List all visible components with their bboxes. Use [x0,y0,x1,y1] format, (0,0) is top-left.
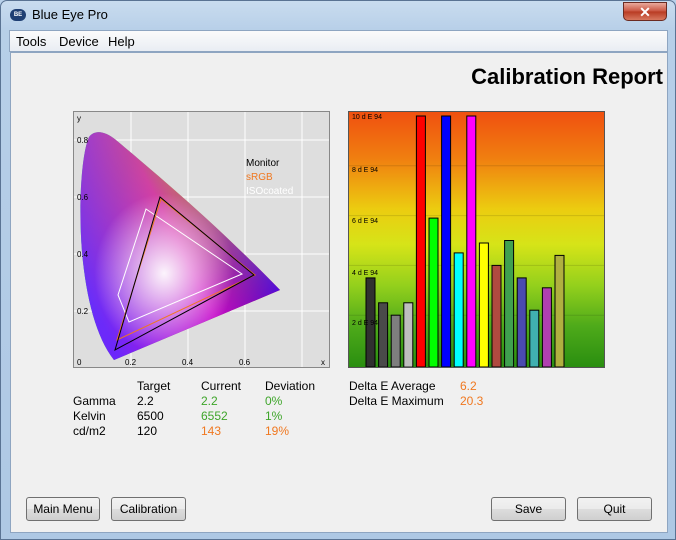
y-tick: 0.4 [77,250,89,259]
spectral-locus [80,132,280,360]
close-button[interactable]: ✕ [623,2,667,21]
delta-e-maximum-value: 20.3 [460,394,484,408]
app-logo-icon: BE [10,9,26,21]
row-kelvin-target: 6500 [137,409,164,423]
delta-e-bar [541,287,552,367]
delta-e-bar [516,277,527,367]
delta-e-bar [491,264,502,367]
y-tick: 0.2 [77,307,89,316]
menu-device[interactable]: Device [59,34,99,49]
row-gamma-target: 2.2 [137,394,154,408]
legend-monitor: Monitor [246,158,280,169]
save-button[interactable]: Save [491,497,566,521]
delta-e-chart: 10 d E 94 8 d E 94 6 d E 94 4 d E 94 2 d… [348,111,605,368]
delta-e-bar [378,302,389,367]
delta-e-bar [529,309,540,367]
delta-e-bar [453,252,464,367]
row-gamma-current: 2.2 [201,394,218,408]
legend-srgb: sRGB [246,172,273,183]
y-axis-label: y [77,114,81,123]
row-gamma-label: Gamma [73,394,116,408]
legend-isocoated: ISOcoated [246,186,294,197]
bar-y-tick: 6 d E 94 [352,218,379,225]
title-bar[interactable]: BE Blue Eye Pro ✕ [1,1,675,29]
row-gamma-deviation: 0% [265,394,283,408]
gamut-isocoated [117,208,244,323]
y-tick: 0.8 [77,136,89,145]
gamut-monitor [114,196,255,352]
delta-e-bar [466,115,477,367]
delta-e-average-label: Delta E Average [349,379,436,393]
row-luminance-deviation: 19% [265,424,290,438]
delta-e-bars [349,115,604,367]
main-menu-button[interactable]: Main Menu [26,497,100,521]
page-title: Calibration Report [471,64,663,89]
row-kelvin-deviation: 1% [265,409,283,423]
delta-e-average-value: 6.2 [460,379,477,393]
menu-tools[interactable]: Tools [16,34,47,49]
window-title: Blue Eye Pro [32,7,108,22]
row-kelvin-label: Kelvin [73,409,106,423]
x-tick: 0.6 [239,358,251,367]
delta-e-bar [504,240,515,367]
bar-y-tick: 4 d E 94 [352,270,379,277]
x-axis-label: x [321,358,325,367]
cie-diagram-svg [74,112,329,367]
bar-y-tick: 2 d E 94 [352,320,379,327]
delta-e-bar [554,254,565,367]
menu-bar: Tools Device Help [9,30,668,52]
x-tick: 0.4 [182,358,194,367]
delta-e-bar [415,115,426,367]
bar-y-tick: 10 d E 94 [352,114,382,121]
delta-e-bar [441,115,452,367]
row-luminance-label: cd/m2 [73,424,106,438]
delta-e-bar [390,314,401,367]
calibration-button[interactable]: Calibration [111,497,186,521]
delta-e-bar [428,217,439,367]
x-tick: 0.2 [125,358,137,367]
bar-y-tick: 8 d E 94 [352,167,379,174]
delta-e-maximum-label: Delta E Maximum [349,394,444,408]
delta-e-bar [403,302,414,367]
row-luminance-current: 143 [201,424,222,438]
menu-help[interactable]: Help [108,34,135,49]
quit-button[interactable]: Quit [577,497,652,521]
row-kelvin-current: 6552 [201,409,228,423]
cie-diagram: y 0.8 0.6 0.4 0.2 0 0.2 0.4 0.6 x Monito… [73,111,330,368]
y-tick: 0.6 [77,193,89,202]
row-luminance-target: 120 [137,424,158,438]
col-current-header: Current [201,379,242,393]
y-tick: 0 [77,358,82,367]
col-target-header: Target [137,379,171,393]
col-deviation-header: Deviation [265,379,316,393]
delta-e-bar [478,242,489,367]
